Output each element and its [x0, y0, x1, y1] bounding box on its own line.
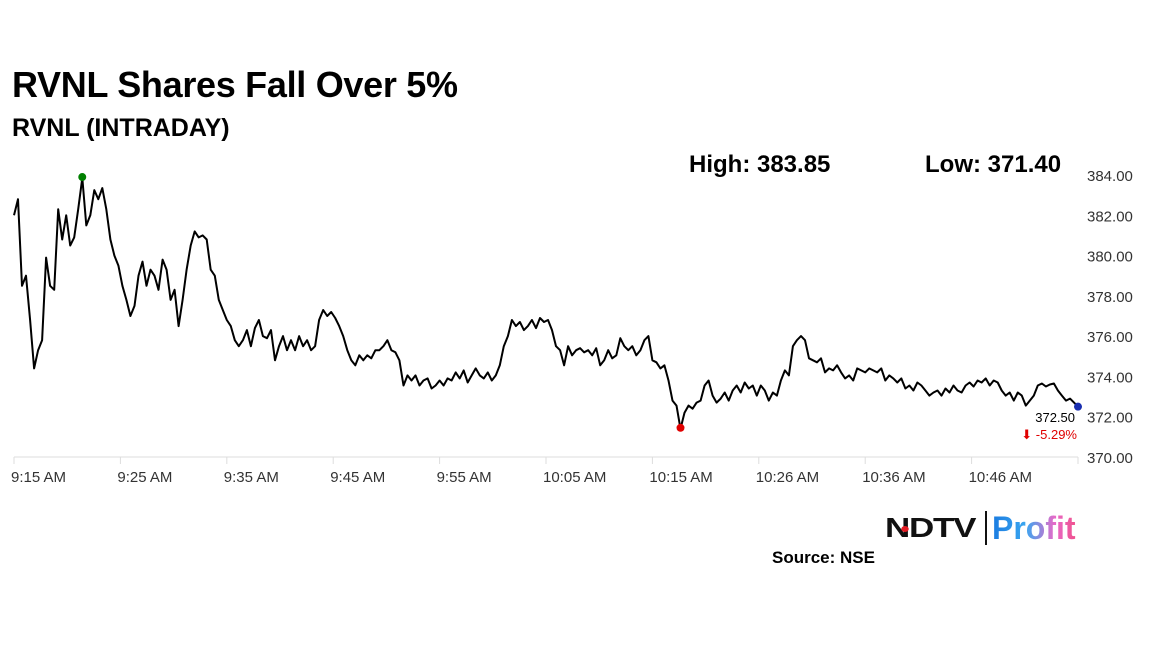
- y-tick-label: 370.00: [1087, 450, 1133, 467]
- x-tick-label: 10:36 AM: [862, 469, 925, 486]
- y-tick-label: 372.00: [1087, 410, 1133, 427]
- x-tick-label: 10:15 AM: [649, 469, 712, 486]
- y-tick-label: 378.00: [1087, 289, 1133, 306]
- ndtv-profit-logo: NDTV Profit: [885, 510, 1076, 546]
- chart-subtitle: RVNL (INTRADAY): [12, 114, 230, 142]
- x-tick-label: 9:15 AM: [11, 469, 66, 486]
- low-label: Low: 371.40: [925, 151, 1062, 178]
- source-label: Source: NSE: [772, 548, 875, 567]
- chart-title: RVNL Shares Fall Over 5%: [12, 64, 458, 105]
- x-tick-label: 9:45 AM: [330, 469, 385, 486]
- y-tick-label: 380.00: [1087, 249, 1133, 266]
- last-value-label: 372.50: [1035, 410, 1075, 425]
- low-marker: [676, 423, 685, 432]
- y-tick-label: 374.00: [1087, 369, 1133, 386]
- price-line: [13, 177, 1079, 430]
- y-tick-label: 384.00: [1087, 168, 1133, 185]
- x-tick-label: 10:05 AM: [543, 469, 606, 486]
- logo-dot-icon: [901, 526, 909, 532]
- ndtv-logo-text: NDTV: [885, 512, 977, 543]
- high-label: High: 383.85: [689, 151, 831, 178]
- profit-logo-text: Profit: [992, 509, 1076, 546]
- logo-separator: [985, 511, 987, 545]
- y-tick-label: 376.00: [1087, 329, 1133, 346]
- x-tick-label: 9:35 AM: [224, 469, 279, 486]
- x-tick-label: 9:25 AM: [117, 469, 172, 486]
- x-tick-label: 10:26 AM: [756, 469, 819, 486]
- y-tick-label: 382.00: [1087, 208, 1133, 225]
- x-tick-label: 10:46 AM: [969, 469, 1032, 486]
- change-percent-label: ⬇ -5.29%: [1021, 427, 1077, 442]
- last-price-marker: [1074, 402, 1082, 411]
- x-tick-label: 9:55 AM: [437, 469, 492, 486]
- high-marker: [78, 173, 87, 182]
